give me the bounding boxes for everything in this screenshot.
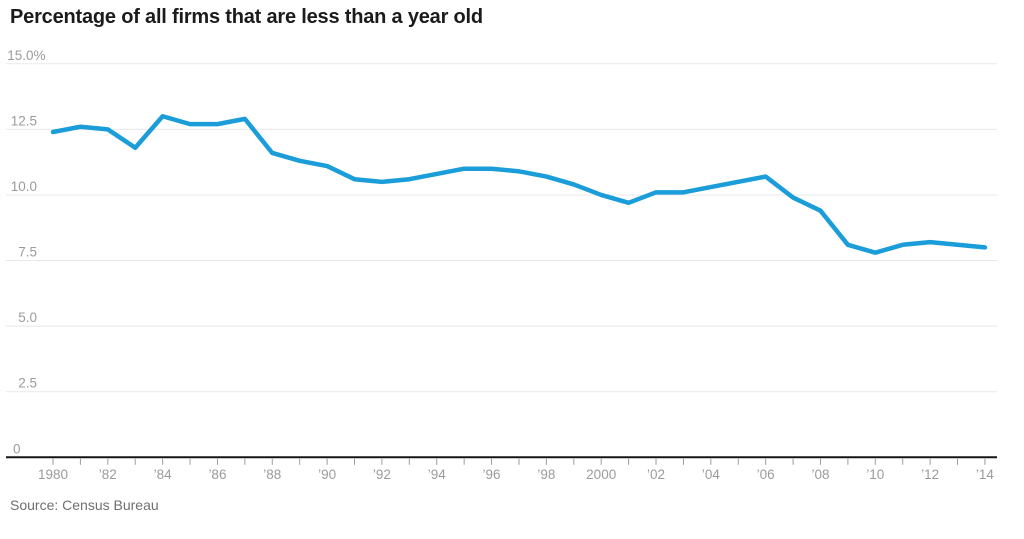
- x-tick-label: ’84: [154, 467, 173, 482]
- x-tick-label: ’96: [483, 467, 501, 482]
- x-tick-label: ’94: [428, 467, 447, 482]
- source-attribution: Source: Census Bureau: [10, 497, 159, 513]
- y-tick-label: 12.5: [11, 113, 37, 128]
- x-tick-label: 1980: [38, 467, 68, 482]
- x-tick-label: ’10: [866, 467, 884, 482]
- x-tick-label: ’14: [976, 467, 995, 482]
- x-tick-label: ’98: [537, 467, 555, 482]
- y-tick-label: 15.0%: [7, 48, 45, 63]
- x-tick-label: ’88: [263, 467, 281, 482]
- y-tick-label: 10.0: [11, 179, 37, 194]
- data-line-series: [50, 113, 988, 255]
- x-tick-label: ’08: [811, 467, 829, 482]
- y-tick-label: 5.0: [18, 310, 37, 325]
- x-tick-label: 2000: [586, 467, 616, 482]
- x-tick-label: ’82: [99, 467, 117, 482]
- x-tick-label: ’92: [373, 467, 391, 482]
- chart-title: Percentage of all firms that are less th…: [10, 6, 483, 28]
- y-tick-label: 7.5: [18, 245, 37, 260]
- x-tick-label: ’02: [647, 467, 665, 482]
- y-tick-label: 0: [13, 441, 21, 456]
- x-tick-label: ’06: [757, 467, 775, 482]
- x-tick-label: ’90: [318, 467, 336, 482]
- y-tick-label: 2.5: [18, 376, 37, 391]
- x-tick-label: ’12: [921, 467, 939, 482]
- x-tick-label: ’04: [702, 467, 721, 482]
- x-tick-label: ’86: [208, 467, 226, 482]
